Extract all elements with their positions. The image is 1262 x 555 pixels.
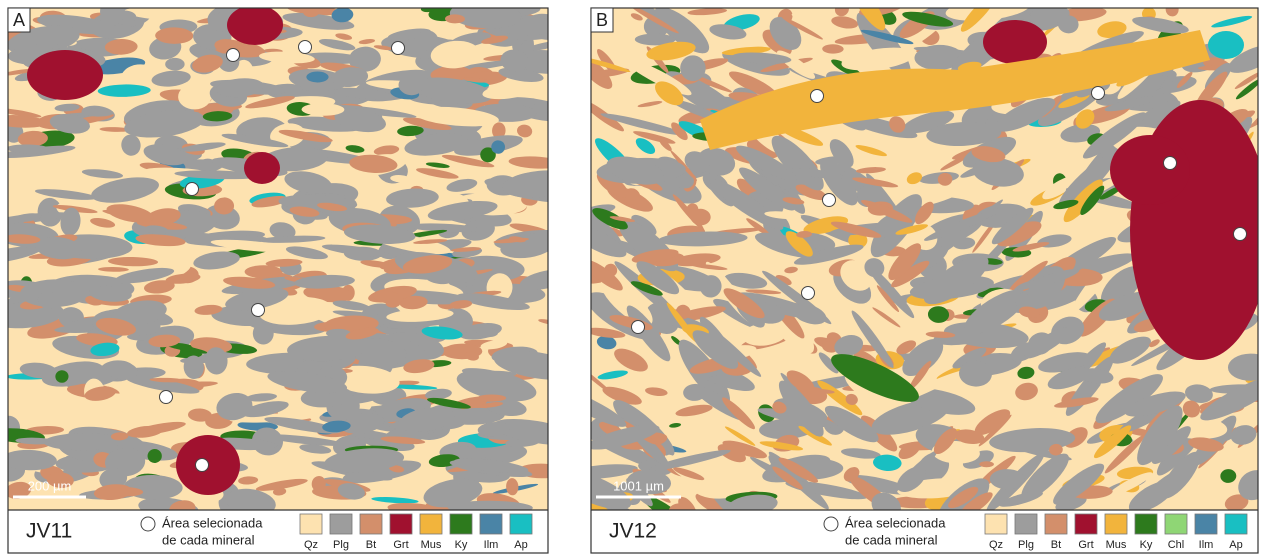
garnet (227, 5, 283, 45)
legend-label: Ilm (484, 539, 499, 551)
panel-label: B (596, 10, 608, 30)
legend-label: Plg (1018, 539, 1034, 551)
legend-label: Plg (333, 539, 349, 551)
garnet (1110, 135, 1190, 205)
selected-area (299, 41, 312, 54)
grain (306, 71, 328, 82)
legend-label: Ap (1229, 539, 1242, 551)
legend-swatch (1105, 514, 1127, 534)
selected-area (1164, 157, 1177, 170)
selected-area (186, 183, 199, 196)
selected-area (196, 459, 209, 472)
legend-note: Área selecionada (162, 515, 263, 530)
panel-label: A (13, 10, 25, 30)
legend-swatch (330, 514, 352, 534)
garnet (27, 50, 103, 100)
sample-name: JV11 (26, 520, 72, 543)
legend-label: Ky (455, 539, 468, 551)
legend-label: Mus (1106, 539, 1127, 551)
mineral-map (550, 0, 1262, 536)
mineral-map (0, 0, 582, 522)
apatite (1208, 31, 1244, 59)
selected-area (252, 304, 265, 317)
legend-swatch (480, 514, 502, 534)
selected-area (632, 321, 645, 334)
legend-swatch (1015, 514, 1037, 534)
garnet (244, 152, 280, 184)
legend-note: Área selecionada (845, 515, 946, 530)
selected-area (1234, 228, 1247, 241)
legend-label: Mus (421, 539, 442, 551)
selected-area (811, 90, 824, 103)
sample-name: JV12 (609, 520, 657, 543)
legend-label: Ilm (1199, 539, 1214, 551)
legend-swatch (1135, 514, 1157, 534)
legend-swatch (420, 514, 442, 534)
grain (165, 58, 184, 71)
garnet (983, 20, 1047, 64)
legend-swatch (1075, 514, 1097, 534)
legend-label: Bt (1051, 539, 1061, 551)
legend-label: Grt (1078, 539, 1093, 551)
legend-swatch (1165, 514, 1187, 534)
legend-swatch (450, 514, 472, 534)
legend-swatch (390, 514, 412, 534)
legend-swatch (1045, 514, 1067, 534)
legend-label: Grt (393, 539, 408, 551)
legend-note: de cada mineral (845, 532, 938, 547)
selected-area (1092, 87, 1105, 100)
legend-swatch (1225, 514, 1247, 534)
selected-area (392, 42, 405, 55)
legend-label: Chl (1168, 539, 1185, 551)
selected-area (823, 194, 836, 207)
selected-area (227, 49, 240, 62)
selected-area (160, 391, 173, 404)
legend-label: Ky (1140, 539, 1153, 551)
legend-swatch (300, 514, 322, 534)
legend-swatch (510, 514, 532, 534)
grain (477, 394, 506, 401)
legend-label: Bt (366, 539, 376, 551)
legend-label: Ap (514, 539, 527, 551)
legend-note: de cada mineral (162, 532, 255, 547)
legend-circle (141, 517, 155, 531)
legend-swatch (985, 514, 1007, 534)
figure: A 200 µm JV11 Área selecionada de cada miner… (0, 0, 1262, 555)
selected-area (802, 287, 815, 300)
grain (245, 265, 283, 278)
legend-circle (824, 517, 838, 531)
legend-label: Qz (989, 539, 1003, 551)
legend-swatch (1195, 514, 1217, 534)
scale-bar-label: 1001 µm (613, 478, 664, 493)
legend-label: Qz (304, 539, 318, 551)
scale-bar-label: 200 µm (28, 478, 72, 493)
legend-swatch (360, 514, 382, 534)
